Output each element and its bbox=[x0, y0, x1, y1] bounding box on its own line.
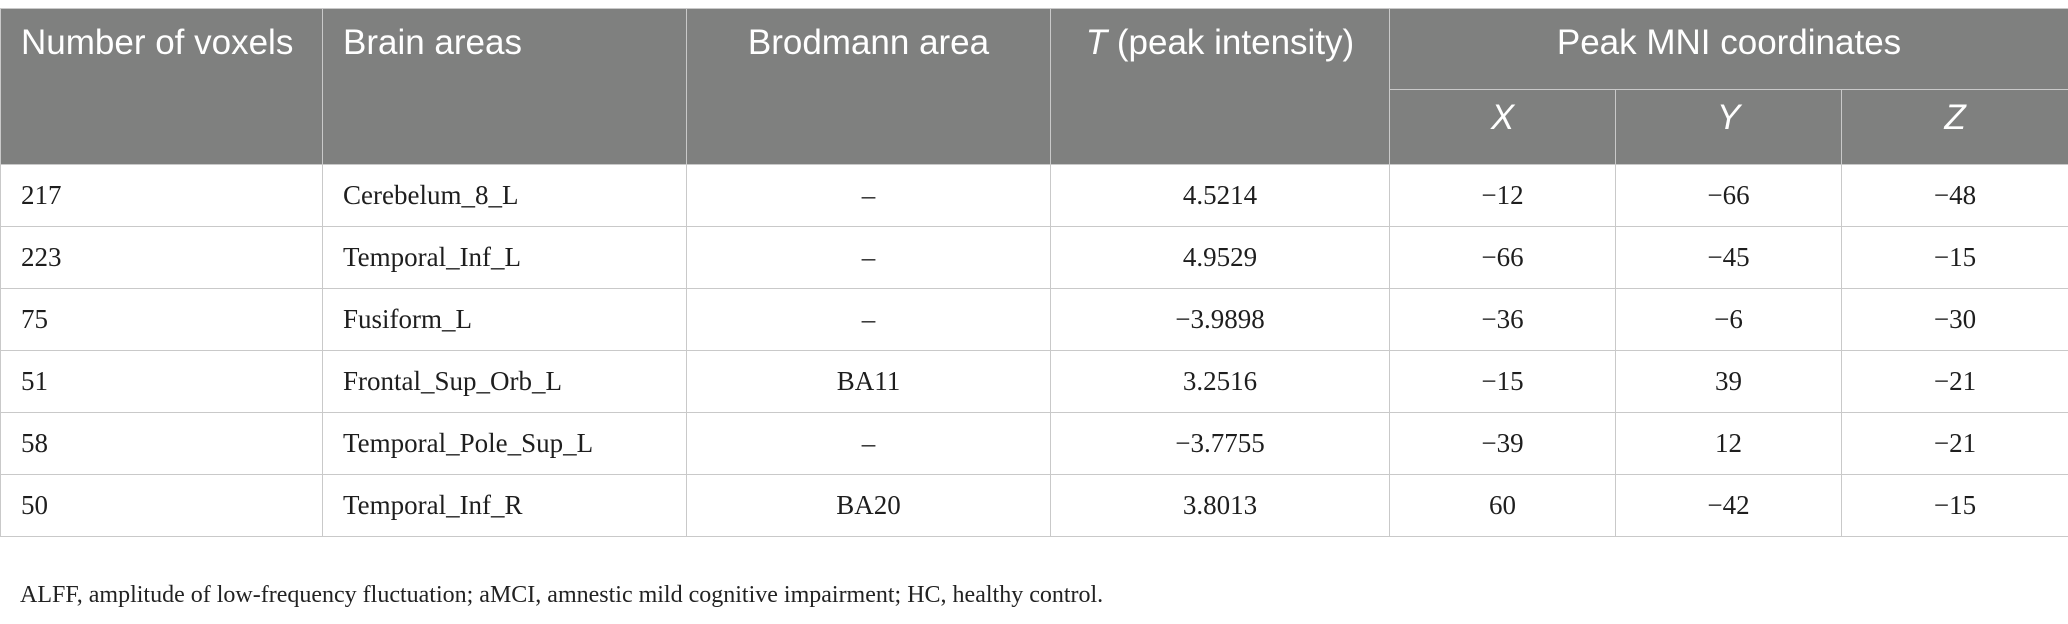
cell-brain-area: Temporal_Inf_L bbox=[322, 226, 687, 289]
cell-y: 12 bbox=[1615, 412, 1842, 475]
cell-voxels: 75 bbox=[0, 288, 323, 351]
cell-x: −15 bbox=[1389, 350, 1616, 413]
cell-voxels: 58 bbox=[0, 412, 323, 475]
table-row: 50 Temporal_Inf_R BA20 3.8013 60 −42 −15 bbox=[0, 474, 2068, 537]
cell-brodmann-area: BA20 bbox=[686, 474, 1051, 537]
header-t-peak-intensity: T (peak intensity) bbox=[1050, 8, 1390, 165]
cell-y: −6 bbox=[1615, 288, 1842, 351]
cell-x: −36 bbox=[1389, 288, 1616, 351]
cell-t-value: −3.9898 bbox=[1050, 288, 1390, 351]
cell-t-value: 4.9529 bbox=[1050, 226, 1390, 289]
cell-x: −12 bbox=[1389, 164, 1616, 227]
cell-voxels: 223 bbox=[0, 226, 323, 289]
cell-voxels: 217 bbox=[0, 164, 323, 227]
cell-z: −48 bbox=[1840, 164, 2068, 227]
cell-y: −66 bbox=[1615, 164, 1842, 227]
table-row: 58 Temporal_Pole_Sup_L – −3.7755 −39 12 … bbox=[0, 412, 2068, 475]
cell-x: −66 bbox=[1389, 226, 1616, 289]
cell-brodmann-area: – bbox=[686, 288, 1051, 351]
cell-z: −15 bbox=[1840, 226, 2068, 289]
header-z: Z bbox=[1840, 89, 2068, 165]
cell-z: −21 bbox=[1840, 412, 2068, 475]
cell-t-value: 4.5214 bbox=[1050, 164, 1390, 227]
cell-y: 39 bbox=[1615, 350, 1842, 413]
header-brodmann-area: Brodmann area bbox=[686, 8, 1051, 165]
cell-brodmann-area: – bbox=[686, 226, 1051, 289]
table-row: 51 Frontal_Sup_Orb_L BA11 3.2516 −15 39 … bbox=[0, 350, 2068, 413]
table-body: 217 Cerebelum_8_L – 4.5214 −12 −66 −48 2… bbox=[0, 164, 2068, 537]
cell-x: −39 bbox=[1389, 412, 1616, 475]
cell-y: −42 bbox=[1615, 474, 1842, 537]
table-row: 217 Cerebelum_8_L – 4.5214 −12 −66 −48 bbox=[0, 164, 2068, 227]
header-t-label: (peak intensity) bbox=[1107, 23, 1355, 62]
table-row: 75 Fusiform_L – −3.9898 −36 −6 −30 bbox=[0, 288, 2068, 351]
cell-z: −30 bbox=[1840, 288, 2068, 351]
results-table-container: Number of voxels Brain areas Brodmann ar… bbox=[0, 8, 2068, 537]
cell-t-value: 3.2516 bbox=[1050, 350, 1390, 413]
cell-voxels: 51 bbox=[0, 350, 323, 413]
header-t-symbol: T bbox=[1085, 23, 1108, 62]
header-peak-mni-coordinates: Peak MNI coordinates bbox=[1388, 8, 2068, 90]
cell-t-value: −3.7755 bbox=[1050, 412, 1390, 475]
cell-brain-area: Frontal_Sup_Orb_L bbox=[322, 350, 687, 413]
cell-x: 60 bbox=[1389, 474, 1616, 537]
header-x: X bbox=[1389, 89, 1616, 165]
cell-brain-area: Fusiform_L bbox=[322, 288, 687, 351]
header-y: Y bbox=[1615, 89, 1842, 165]
table-footnote: ALFF, amplitude of low-frequency fluctua… bbox=[20, 582, 1104, 608]
cell-brodmann-area: BA11 bbox=[686, 350, 1051, 413]
header-number-of-voxels: Number of voxels bbox=[0, 8, 323, 165]
cell-z: −15 bbox=[1840, 474, 2068, 537]
cell-z: −21 bbox=[1840, 350, 2068, 413]
cell-brain-area: Cerebelum_8_L bbox=[322, 164, 687, 227]
table-header: Number of voxels Brain areas Brodmann ar… bbox=[0, 8, 2068, 165]
cell-brodmann-area: – bbox=[686, 164, 1051, 227]
cell-brain-area: Temporal_Inf_R bbox=[322, 474, 687, 537]
cell-voxels: 50 bbox=[0, 474, 323, 537]
results-table: Number of voxels Brain areas Brodmann ar… bbox=[0, 8, 2068, 537]
cell-brodmann-area: – bbox=[686, 412, 1051, 475]
header-brain-areas: Brain areas bbox=[322, 8, 687, 165]
cell-brain-area: Temporal_Pole_Sup_L bbox=[322, 412, 687, 475]
cell-t-value: 3.8013 bbox=[1050, 474, 1390, 537]
cell-y: −45 bbox=[1615, 226, 1842, 289]
table-row: 223 Temporal_Inf_L – 4.9529 −66 −45 −15 bbox=[0, 226, 2068, 289]
